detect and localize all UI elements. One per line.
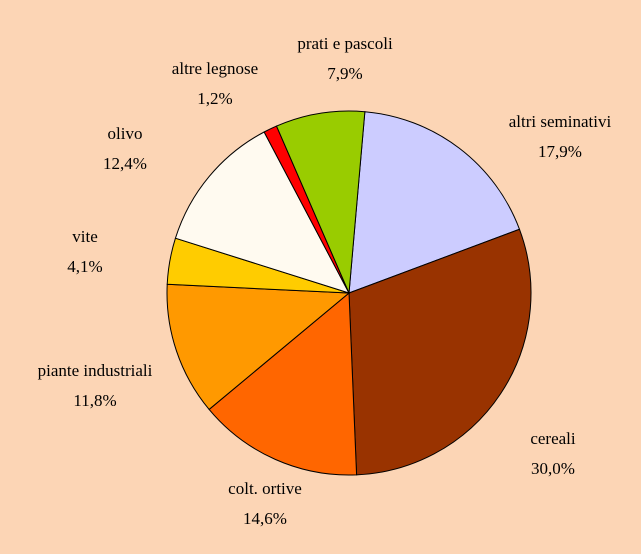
slice-label: olivo bbox=[108, 124, 143, 143]
pie-slice bbox=[348, 228, 532, 476]
slice-label: altri seminativi bbox=[509, 112, 612, 131]
pie-slice bbox=[208, 291, 358, 476]
slice-value-label: 4,1% bbox=[67, 257, 102, 276]
slice-value-label: 12,4% bbox=[103, 154, 147, 173]
slice-value-label: 7,9% bbox=[327, 64, 362, 83]
slice-label: vite bbox=[72, 227, 98, 246]
slice-label: colt. ortive bbox=[228, 479, 302, 498]
slice-label: altre legnose bbox=[172, 59, 258, 78]
slice-value-label: 11,8% bbox=[73, 391, 116, 410]
slice-label: prati e pascoli bbox=[297, 34, 393, 53]
slice-value-label: 17,9% bbox=[538, 142, 582, 161]
pie-slice bbox=[166, 283, 351, 411]
pie-slice bbox=[275, 110, 366, 294]
slice-label: piante industriali bbox=[38, 361, 153, 380]
slice-label: cereali bbox=[530, 429, 576, 448]
pie-slice bbox=[348, 111, 521, 294]
slice-value-label: 1,2% bbox=[197, 89, 232, 108]
pie-slice bbox=[174, 131, 351, 294]
slice-value-label: 30,0% bbox=[531, 459, 575, 478]
slice-value-label: 14,6% bbox=[243, 509, 287, 528]
